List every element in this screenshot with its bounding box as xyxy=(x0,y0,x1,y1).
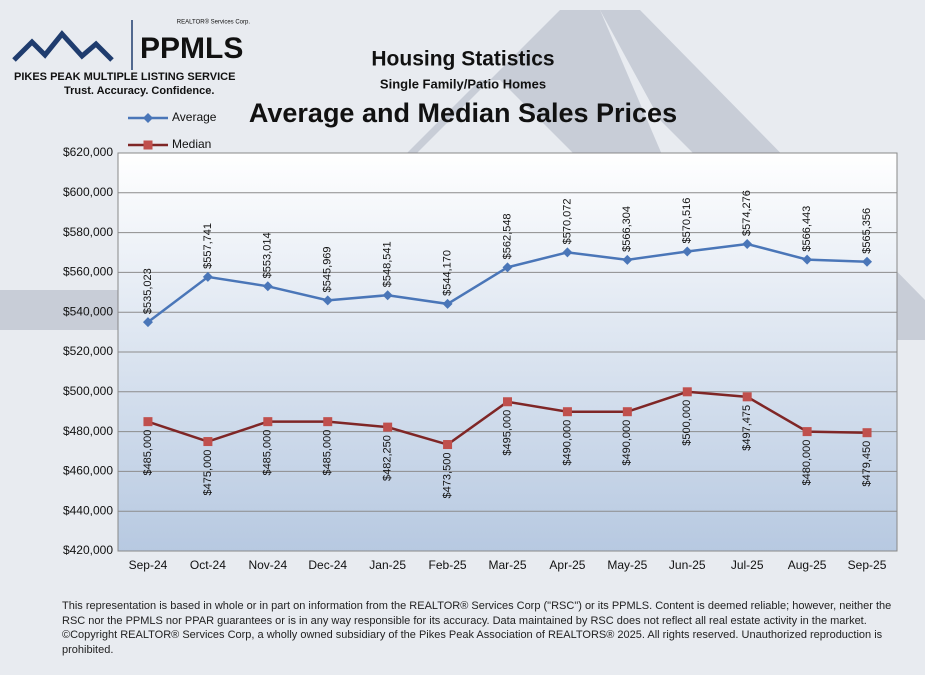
logo-name: PPMLS xyxy=(140,32,243,65)
marker xyxy=(262,281,273,292)
marker xyxy=(322,295,333,306)
marker xyxy=(622,407,632,417)
data-label: $565,356 xyxy=(861,208,873,254)
marker xyxy=(383,422,393,432)
y-tick-label: $620,000 xyxy=(63,145,113,159)
marker xyxy=(203,437,213,447)
data-label: $500,000 xyxy=(681,400,693,446)
data-label: $475,000 xyxy=(202,450,214,496)
data-label: $553,014 xyxy=(262,232,274,278)
data-label: $562,548 xyxy=(501,213,513,259)
x-tick-label: Jun-25 xyxy=(669,558,706,572)
chart-subtitle: Single Family/Patio Homes xyxy=(380,76,546,91)
marker xyxy=(143,140,153,150)
marker xyxy=(502,262,513,273)
data-label: $480,000 xyxy=(801,440,813,486)
data-label: $574,276 xyxy=(741,190,753,236)
x-tick-label: Nov-24 xyxy=(248,558,287,572)
data-label: $570,072 xyxy=(561,198,573,244)
marker xyxy=(862,428,872,438)
marker xyxy=(202,271,213,282)
x-tick-label: Jan-25 xyxy=(369,558,406,572)
chart-title: Housing Statistics xyxy=(371,48,554,71)
chart-heading: Average and Median Sales Prices xyxy=(249,98,677,128)
marker xyxy=(562,247,573,258)
y-tick-label: $420,000 xyxy=(63,543,113,557)
data-label: $548,541 xyxy=(382,241,394,287)
data-label: $485,000 xyxy=(322,430,334,476)
marker xyxy=(802,427,812,437)
data-label: $490,000 xyxy=(621,420,633,466)
plot-border xyxy=(117,152,898,552)
y-tick-label: $440,000 xyxy=(63,503,113,517)
data-label: $545,969 xyxy=(322,246,334,292)
logo: PPMLS REALTOR® Services Corp. PIKES PEAK… xyxy=(12,19,251,97)
data-label: $557,741 xyxy=(202,223,214,269)
marker xyxy=(142,317,153,328)
marker xyxy=(382,290,393,301)
x-tick-label: May-25 xyxy=(607,558,647,572)
marker xyxy=(742,392,752,402)
marker xyxy=(622,254,633,265)
y-tick-label: $580,000 xyxy=(63,225,113,239)
data-label: $490,000 xyxy=(561,420,573,466)
y-tick-label: $480,000 xyxy=(63,424,113,438)
marker xyxy=(442,298,453,309)
data-label: $497,475 xyxy=(741,405,753,451)
marker xyxy=(862,256,873,267)
y-tick-label: $460,000 xyxy=(63,464,113,478)
y-tick-label: $560,000 xyxy=(63,265,113,279)
data-label: $485,000 xyxy=(262,430,274,476)
marker xyxy=(323,417,333,427)
data-label: $479,450 xyxy=(861,441,873,487)
y-tick-label: $500,000 xyxy=(63,384,113,398)
marker xyxy=(503,397,512,407)
x-tick-label: Aug-25 xyxy=(788,558,827,572)
data-label: $482,250 xyxy=(382,435,394,481)
x-tick-label: Oct-24 xyxy=(190,558,226,572)
marker xyxy=(562,407,572,417)
marker xyxy=(443,440,453,450)
y-tick-label: $600,000 xyxy=(63,185,113,199)
marker xyxy=(682,246,693,257)
x-tick-label: Apr-25 xyxy=(549,558,585,572)
marker xyxy=(143,113,153,123)
marker xyxy=(263,417,273,427)
y-tick-label: $540,000 xyxy=(63,304,113,318)
data-label: $495,000 xyxy=(501,410,513,456)
x-tick-label: Feb-25 xyxy=(429,558,467,572)
x-tick-label: Sep-24 xyxy=(129,558,168,572)
logo-corp: REALTOR® Services Corp. xyxy=(177,19,251,26)
marker xyxy=(742,238,753,249)
x-tick-label: Jul-25 xyxy=(731,558,764,572)
y-tick-label: $520,000 xyxy=(63,344,113,358)
marker xyxy=(682,387,692,397)
data-label: $485,000 xyxy=(142,430,154,476)
data-label: $544,170 xyxy=(441,250,453,296)
data-label: $570,516 xyxy=(681,198,693,244)
footnote: This representation is based in whole or… xyxy=(62,600,892,656)
x-tick-label: Dec-24 xyxy=(308,558,347,572)
marker xyxy=(802,254,813,265)
legend-label: Average xyxy=(172,110,217,124)
logo-tagline: Trust. Accuracy. Confidence. xyxy=(64,85,214,97)
data-label: $473,500 xyxy=(441,453,453,499)
marker xyxy=(143,417,153,427)
data-label: $566,443 xyxy=(801,206,813,252)
data-label: $566,304 xyxy=(621,206,633,252)
logo-service: PIKES PEAK MULTIPLE LISTING SERVICE xyxy=(14,71,235,83)
x-tick-label: Sep-25 xyxy=(848,558,887,572)
legend-label: Median xyxy=(172,137,211,151)
x-tick-label: Mar-25 xyxy=(488,558,526,572)
data-label: $535,023 xyxy=(142,268,154,314)
